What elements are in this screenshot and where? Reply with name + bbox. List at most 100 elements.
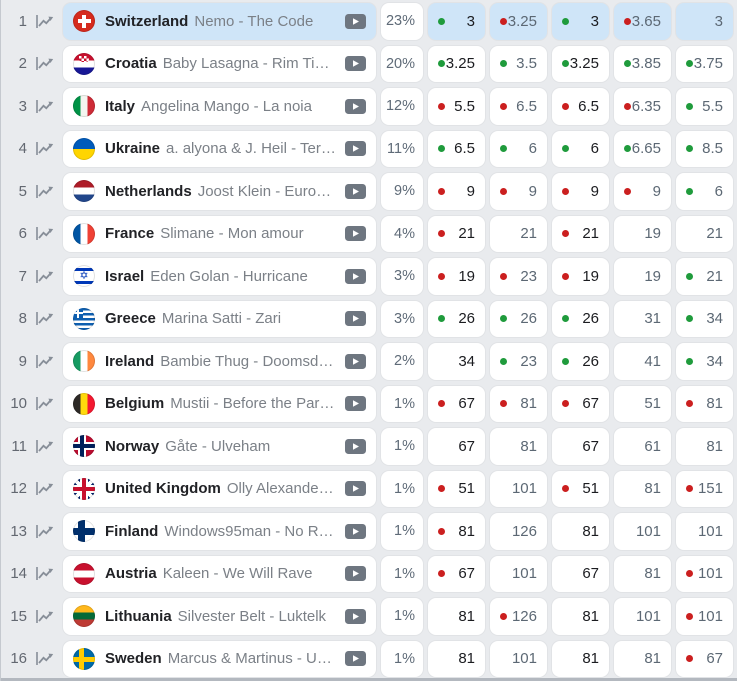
odds-history-chart-button[interactable] xyxy=(32,46,58,83)
odds-cell[interactable]: 34 xyxy=(676,300,733,337)
odds-cell[interactable]: 3.25 xyxy=(552,45,609,82)
play-video-button[interactable] xyxy=(345,353,366,369)
odds-cell[interactable]: 8.5 xyxy=(676,130,733,167)
odds-cell[interactable]: 67 xyxy=(428,385,485,422)
odds-cell[interactable]: 6 xyxy=(552,130,609,167)
odds-cell[interactable]: 3.25 xyxy=(490,3,547,40)
odds-cell[interactable]: 81 xyxy=(552,513,609,550)
odds-cell[interactable]: 26 xyxy=(428,300,485,337)
odds-history-chart-button[interactable] xyxy=(32,471,58,508)
odds-cell[interactable]: 5.5 xyxy=(428,88,485,125)
odds-cell[interactable]: 19 xyxy=(552,258,609,295)
odds-cell[interactable]: 21 xyxy=(490,215,547,252)
odds-cell[interactable]: 3 xyxy=(676,3,733,40)
odds-history-chart-button[interactable] xyxy=(32,173,58,210)
odds-cell[interactable]: 101 xyxy=(676,555,733,592)
odds-cell[interactable]: 81 xyxy=(490,428,547,465)
odds-cell[interactable]: 26 xyxy=(490,300,547,337)
odds-cell[interactable]: 6.5 xyxy=(490,88,547,125)
odds-cell[interactable]: 101 xyxy=(490,640,547,677)
odds-cell[interactable]: 81 xyxy=(428,640,485,677)
odds-cell[interactable]: 101 xyxy=(490,555,547,592)
entry-card[interactable]: France Slimane - Mon amour xyxy=(63,215,376,252)
odds-cell[interactable]: 81 xyxy=(614,470,671,507)
odds-cell[interactable]: 3.5 xyxy=(490,45,547,82)
entry-card[interactable]: Switzerland Nemo - The Code xyxy=(63,3,376,40)
odds-cell[interactable]: 81 xyxy=(552,640,609,677)
play-video-button[interactable] xyxy=(345,396,366,412)
play-video-button[interactable] xyxy=(345,651,366,667)
odds-history-chart-button[interactable] xyxy=(32,301,58,338)
entry-card[interactable]: Greece Marina Satti - Zari xyxy=(63,300,376,337)
odds-history-chart-button[interactable] xyxy=(32,641,58,678)
odds-cell[interactable]: 51 xyxy=(614,385,671,422)
odds-cell[interactable]: 26 xyxy=(552,343,609,380)
odds-cell[interactable]: 126 xyxy=(490,598,547,635)
odds-history-chart-button[interactable] xyxy=(32,556,58,593)
odds-cell[interactable]: 67 xyxy=(552,428,609,465)
play-video-button[interactable] xyxy=(345,438,366,454)
odds-cell[interactable]: 23 xyxy=(490,258,547,295)
odds-history-chart-button[interactable] xyxy=(32,386,58,423)
entry-card[interactable]: Croatia Baby Lasagna - Rim Tim Tagi Dim xyxy=(63,45,376,82)
odds-history-chart-button[interactable] xyxy=(32,258,58,295)
odds-cell[interactable]: 81 xyxy=(676,385,733,422)
odds-cell[interactable]: 61 xyxy=(614,428,671,465)
odds-history-chart-button[interactable] xyxy=(32,88,58,125)
play-video-button[interactable] xyxy=(345,56,366,72)
odds-cell[interactable]: 3 xyxy=(428,3,485,40)
odds-cell[interactable]: 19 xyxy=(428,258,485,295)
odds-cell[interactable]: 6.35 xyxy=(614,88,671,125)
odds-cell[interactable]: 81 xyxy=(614,555,671,592)
odds-cell[interactable]: 19 xyxy=(614,215,671,252)
odds-cell[interactable]: 26 xyxy=(552,300,609,337)
odds-history-chart-button[interactable] xyxy=(32,428,58,465)
odds-cell[interactable]: 21 xyxy=(676,215,733,252)
entry-card[interactable]: Norway Gåte - Ulveham xyxy=(63,428,376,465)
odds-cell[interactable]: 67 xyxy=(552,555,609,592)
odds-cell[interactable]: 81 xyxy=(490,385,547,422)
entry-card[interactable]: Finland Windows95man - No Rules! xyxy=(63,513,376,550)
odds-cell[interactable]: 51 xyxy=(552,470,609,507)
odds-cell[interactable]: 101 xyxy=(490,470,547,507)
odds-cell[interactable]: 34 xyxy=(676,343,733,380)
odds-cell[interactable]: 6.5 xyxy=(552,88,609,125)
entry-card[interactable]: Ukraine a. alyona & J. Heil - Teresa & M… xyxy=(63,130,376,167)
odds-cell[interactable]: 3.75 xyxy=(676,45,733,82)
odds-cell[interactable]: 6 xyxy=(490,130,547,167)
odds-cell[interactable]: 31 xyxy=(614,300,671,337)
odds-cell[interactable]: 67 xyxy=(552,385,609,422)
entry-card[interactable]: United Kingdom Olly Alexander - Dizzy xyxy=(63,470,376,507)
odds-cell[interactable]: 81 xyxy=(552,598,609,635)
odds-cell[interactable]: 51 xyxy=(428,470,485,507)
odds-cell[interactable]: 126 xyxy=(490,513,547,550)
odds-history-chart-button[interactable] xyxy=(32,513,58,550)
odds-cell[interactable]: 81 xyxy=(428,598,485,635)
entry-card[interactable]: Israel Eden Golan - Hurricane xyxy=(63,258,376,295)
play-video-button[interactable] xyxy=(345,481,366,497)
odds-cell[interactable]: 67 xyxy=(428,428,485,465)
play-video-button[interactable] xyxy=(345,311,366,327)
odds-cell[interactable]: 81 xyxy=(614,640,671,677)
odds-cell[interactable]: 19 xyxy=(614,258,671,295)
entry-card[interactable]: Ireland Bambie Thug - Doomsday Blue xyxy=(63,343,376,380)
entry-card[interactable]: Netherlands Joost Klein - Europapa xyxy=(63,173,376,210)
odds-cell[interactable]: 9 xyxy=(490,173,547,210)
play-video-button[interactable] xyxy=(345,141,366,157)
odds-cell[interactable]: 41 xyxy=(614,343,671,380)
play-video-button[interactable] xyxy=(345,98,366,114)
play-video-button[interactable] xyxy=(345,608,366,624)
odds-cell[interactable]: 21 xyxy=(428,215,485,252)
odds-cell[interactable]: 67 xyxy=(676,640,733,677)
odds-cell[interactable]: 101 xyxy=(614,513,671,550)
odds-cell[interactable]: 9 xyxy=(552,173,609,210)
odds-history-chart-button[interactable] xyxy=(32,3,58,40)
odds-cell[interactable]: 5.5 xyxy=(676,88,733,125)
odds-cell[interactable]: 3 xyxy=(552,3,609,40)
odds-history-chart-button[interactable] xyxy=(32,343,58,380)
play-video-button[interactable] xyxy=(345,13,366,29)
odds-history-chart-button[interactable] xyxy=(32,216,58,253)
play-video-button[interactable] xyxy=(345,268,366,284)
play-video-button[interactable] xyxy=(345,566,366,582)
odds-cell[interactable]: 81 xyxy=(676,428,733,465)
